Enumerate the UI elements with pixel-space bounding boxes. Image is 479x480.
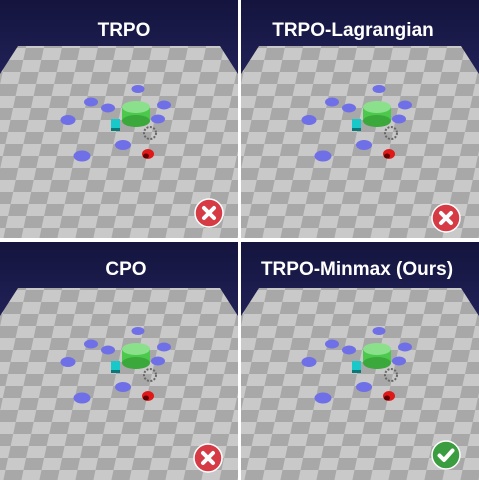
panel: TRPO-Minmax (Ours) (241, 242, 479, 480)
panel: TRPO (0, 0, 238, 238)
panel-title: TRPO (98, 20, 151, 41)
panel: TRPO-Lagrangian (241, 0, 479, 238)
panel-title: TRPO-Minmax (Ours) (261, 259, 453, 280)
fail-badge (432, 204, 460, 232)
panel-title: CPO (105, 259, 146, 280)
fail-badge (194, 444, 222, 472)
panel-title: TRPO-Lagrangian (272, 20, 434, 41)
fail-badge (195, 199, 223, 227)
pass-badge (432, 441, 460, 469)
panel: CPO (0, 242, 238, 480)
